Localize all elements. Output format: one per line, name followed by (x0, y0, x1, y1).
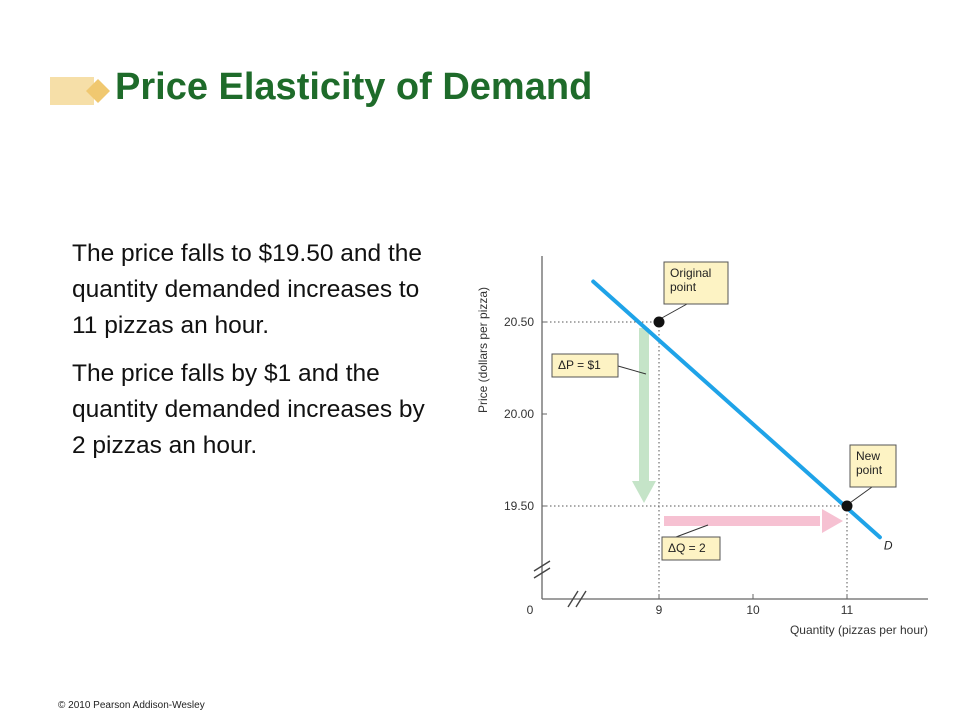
demand-chart: 19.50 20.00 20.50 0 9 10 11 Quantity (pizzas pe… (476, 256, 928, 637)
quantity-change-arrowhead-icon (822, 509, 843, 533)
new-point-callout-box (849, 444, 897, 488)
x-axis-break-icon (567, 590, 587, 608)
price-change-callout-text: ΔP = $1 (558, 358, 601, 372)
demand-curve-label: D (884, 538, 893, 552)
original-point-callout-box (663, 261, 729, 305)
x-tick-label: 9 (656, 603, 663, 617)
y-tick-label: 19.50 (504, 499, 534, 513)
new-point-callout-text: point (856, 463, 883, 477)
y-axis-break-icon (533, 560, 551, 579)
quantity-change-arrow-shaft (664, 516, 820, 526)
price-change-arrowhead-icon (632, 481, 656, 503)
new-point-callout-text: New (856, 449, 880, 463)
original-point-marker (653, 316, 665, 328)
copyright-footer: © 2010 Pearson Addison-Wesley (58, 700, 205, 711)
original-point-callout-text: point (670, 280, 697, 294)
price-change-callout-box (551, 353, 619, 378)
price-change-callout-leader (617, 365, 647, 375)
new-point-marker (841, 500, 853, 512)
y-axis-label: Price (dollars per pizza) (476, 287, 490, 413)
x-tick-label: 10 (746, 603, 760, 617)
y-tick-label: 20.50 (504, 315, 534, 329)
paragraph-price-falls: The price falls to $19.50 and the quanti… (72, 240, 423, 339)
slide-title: Price Elasticity of Demand (115, 66, 593, 108)
new-point-callout-leader (846, 486, 873, 506)
quantity-change-callout-leader (675, 524, 709, 538)
quantity-change-callout-text: ΔQ = 2 (668, 541, 706, 555)
y-tick-label: 20.00 (504, 407, 534, 421)
demand-curve (591, 279, 882, 540)
title-decoration (50, 77, 110, 105)
x-tick-label: 11 (841, 603, 854, 617)
paragraph-price-change: The price falls by $1 and the quantity d… (72, 360, 425, 459)
price-change-arrow-shaft (639, 328, 649, 484)
quantity-change-callout-box (661, 536, 721, 561)
x-tick-label: 0 (527, 603, 534, 617)
original-point-callout-leader (659, 303, 688, 320)
body-text: The price falls to $19.50 and the quanti… (72, 236, 432, 476)
original-point-callout-text: Original (670, 266, 711, 280)
x-axis-label: Quantity (pizzas per hour) (790, 623, 928, 637)
